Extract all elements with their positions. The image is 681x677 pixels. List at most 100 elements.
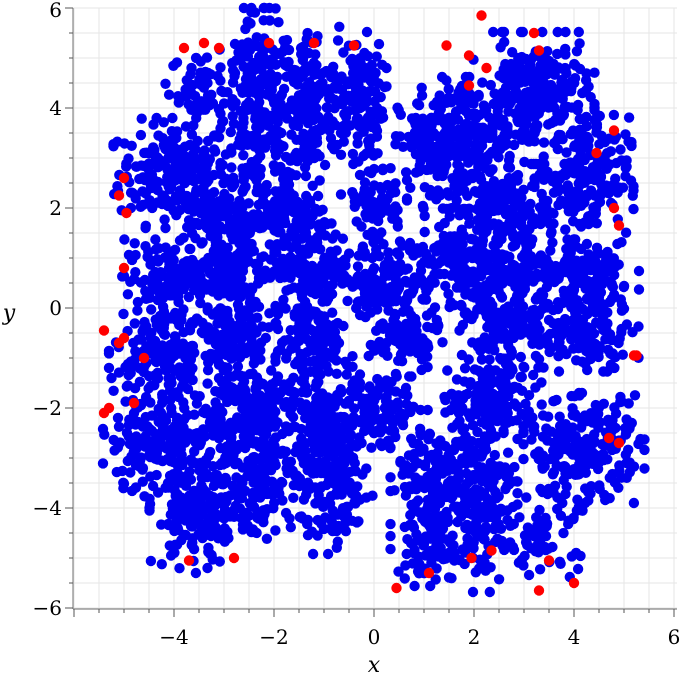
blue-point xyxy=(165,375,176,386)
blue-point xyxy=(207,286,218,297)
blue-point xyxy=(434,90,445,101)
blue-point xyxy=(383,305,394,316)
blue-point xyxy=(185,266,197,277)
blue-point xyxy=(253,199,264,210)
blue-point xyxy=(289,222,301,233)
blue-point xyxy=(300,170,312,182)
blue-point xyxy=(191,163,202,174)
blue-point xyxy=(274,272,286,284)
blue-point xyxy=(580,75,592,86)
blue-point xyxy=(215,442,226,454)
blue-point xyxy=(495,368,507,379)
blue-point xyxy=(546,66,557,78)
blue-point xyxy=(366,442,377,453)
blue-point xyxy=(190,99,201,111)
blue-point xyxy=(492,227,504,238)
blue-point xyxy=(409,132,420,143)
blue-point xyxy=(547,237,558,248)
blue-point xyxy=(424,145,436,156)
blue-point xyxy=(214,386,226,398)
blue-point xyxy=(553,185,564,197)
blue-point xyxy=(574,38,585,49)
blue-point xyxy=(198,176,210,187)
blue-point xyxy=(575,200,587,211)
blue-point xyxy=(623,136,634,147)
blue-point xyxy=(329,334,340,346)
blue-point xyxy=(213,260,225,271)
blue-point xyxy=(272,259,283,271)
blue-point xyxy=(280,303,291,314)
blue-point xyxy=(356,221,367,232)
blue-point xyxy=(246,320,257,331)
blue-point xyxy=(381,81,392,92)
blue-point xyxy=(585,91,596,103)
blue-point xyxy=(499,303,510,315)
blue-point xyxy=(508,202,519,213)
blue-point xyxy=(388,211,400,222)
blue-point xyxy=(561,67,572,79)
blue-point xyxy=(537,289,549,301)
blue-point xyxy=(366,167,377,179)
blue-point xyxy=(547,318,559,329)
blue-point xyxy=(338,47,349,58)
blue-point xyxy=(218,196,229,208)
blue-point xyxy=(234,324,245,335)
blue-point xyxy=(564,196,575,208)
blue-point xyxy=(468,277,480,288)
blue-point xyxy=(145,380,156,392)
blue-point xyxy=(174,563,185,574)
blue-point xyxy=(289,397,300,409)
blue-point xyxy=(462,190,473,201)
blue-point xyxy=(484,181,495,192)
blue-point xyxy=(573,26,584,38)
blue-point xyxy=(204,218,215,230)
blue-point xyxy=(633,284,645,295)
blue-point xyxy=(108,434,119,446)
blue-point xyxy=(235,287,246,299)
blue-point xyxy=(552,134,563,145)
blue-point xyxy=(517,285,528,296)
blue-point xyxy=(297,331,308,342)
blue-point xyxy=(302,27,313,39)
blue-point xyxy=(485,79,496,91)
blue-point xyxy=(554,337,565,348)
blue-point xyxy=(606,278,617,289)
blue-point xyxy=(595,276,606,288)
blue-point xyxy=(155,431,166,442)
blue-point xyxy=(125,467,136,478)
blue-point xyxy=(327,307,338,318)
blue-point xyxy=(202,77,213,89)
blue-point xyxy=(270,150,282,161)
blue-point xyxy=(525,234,536,245)
blue-point xyxy=(530,382,541,393)
blue-point xyxy=(539,77,550,89)
blue-point xyxy=(242,67,253,79)
blue-point xyxy=(609,182,621,194)
blue-point xyxy=(430,242,442,253)
blue-point xyxy=(341,359,353,371)
blue-point xyxy=(581,443,592,454)
blue-point xyxy=(530,90,541,101)
blue-point xyxy=(312,190,324,202)
blue-point xyxy=(556,263,568,274)
blue-point xyxy=(508,72,519,83)
blue-point xyxy=(121,427,133,439)
blue-point xyxy=(475,171,486,182)
blue-point xyxy=(119,138,130,149)
blue-point xyxy=(459,376,470,387)
blue-point xyxy=(504,79,515,91)
blue-point xyxy=(248,358,260,369)
blue-point xyxy=(258,190,269,201)
blue-point xyxy=(394,339,406,350)
blue-point xyxy=(501,90,512,101)
blue-point xyxy=(361,26,373,38)
blue-point xyxy=(282,61,294,72)
blue-point xyxy=(468,110,479,122)
blue-point xyxy=(567,125,579,136)
blue-point xyxy=(568,234,580,245)
blue-point xyxy=(612,238,623,250)
blue-point xyxy=(165,550,177,561)
blue-point xyxy=(305,219,316,230)
blue-point xyxy=(273,17,284,28)
blue-point xyxy=(455,299,467,311)
